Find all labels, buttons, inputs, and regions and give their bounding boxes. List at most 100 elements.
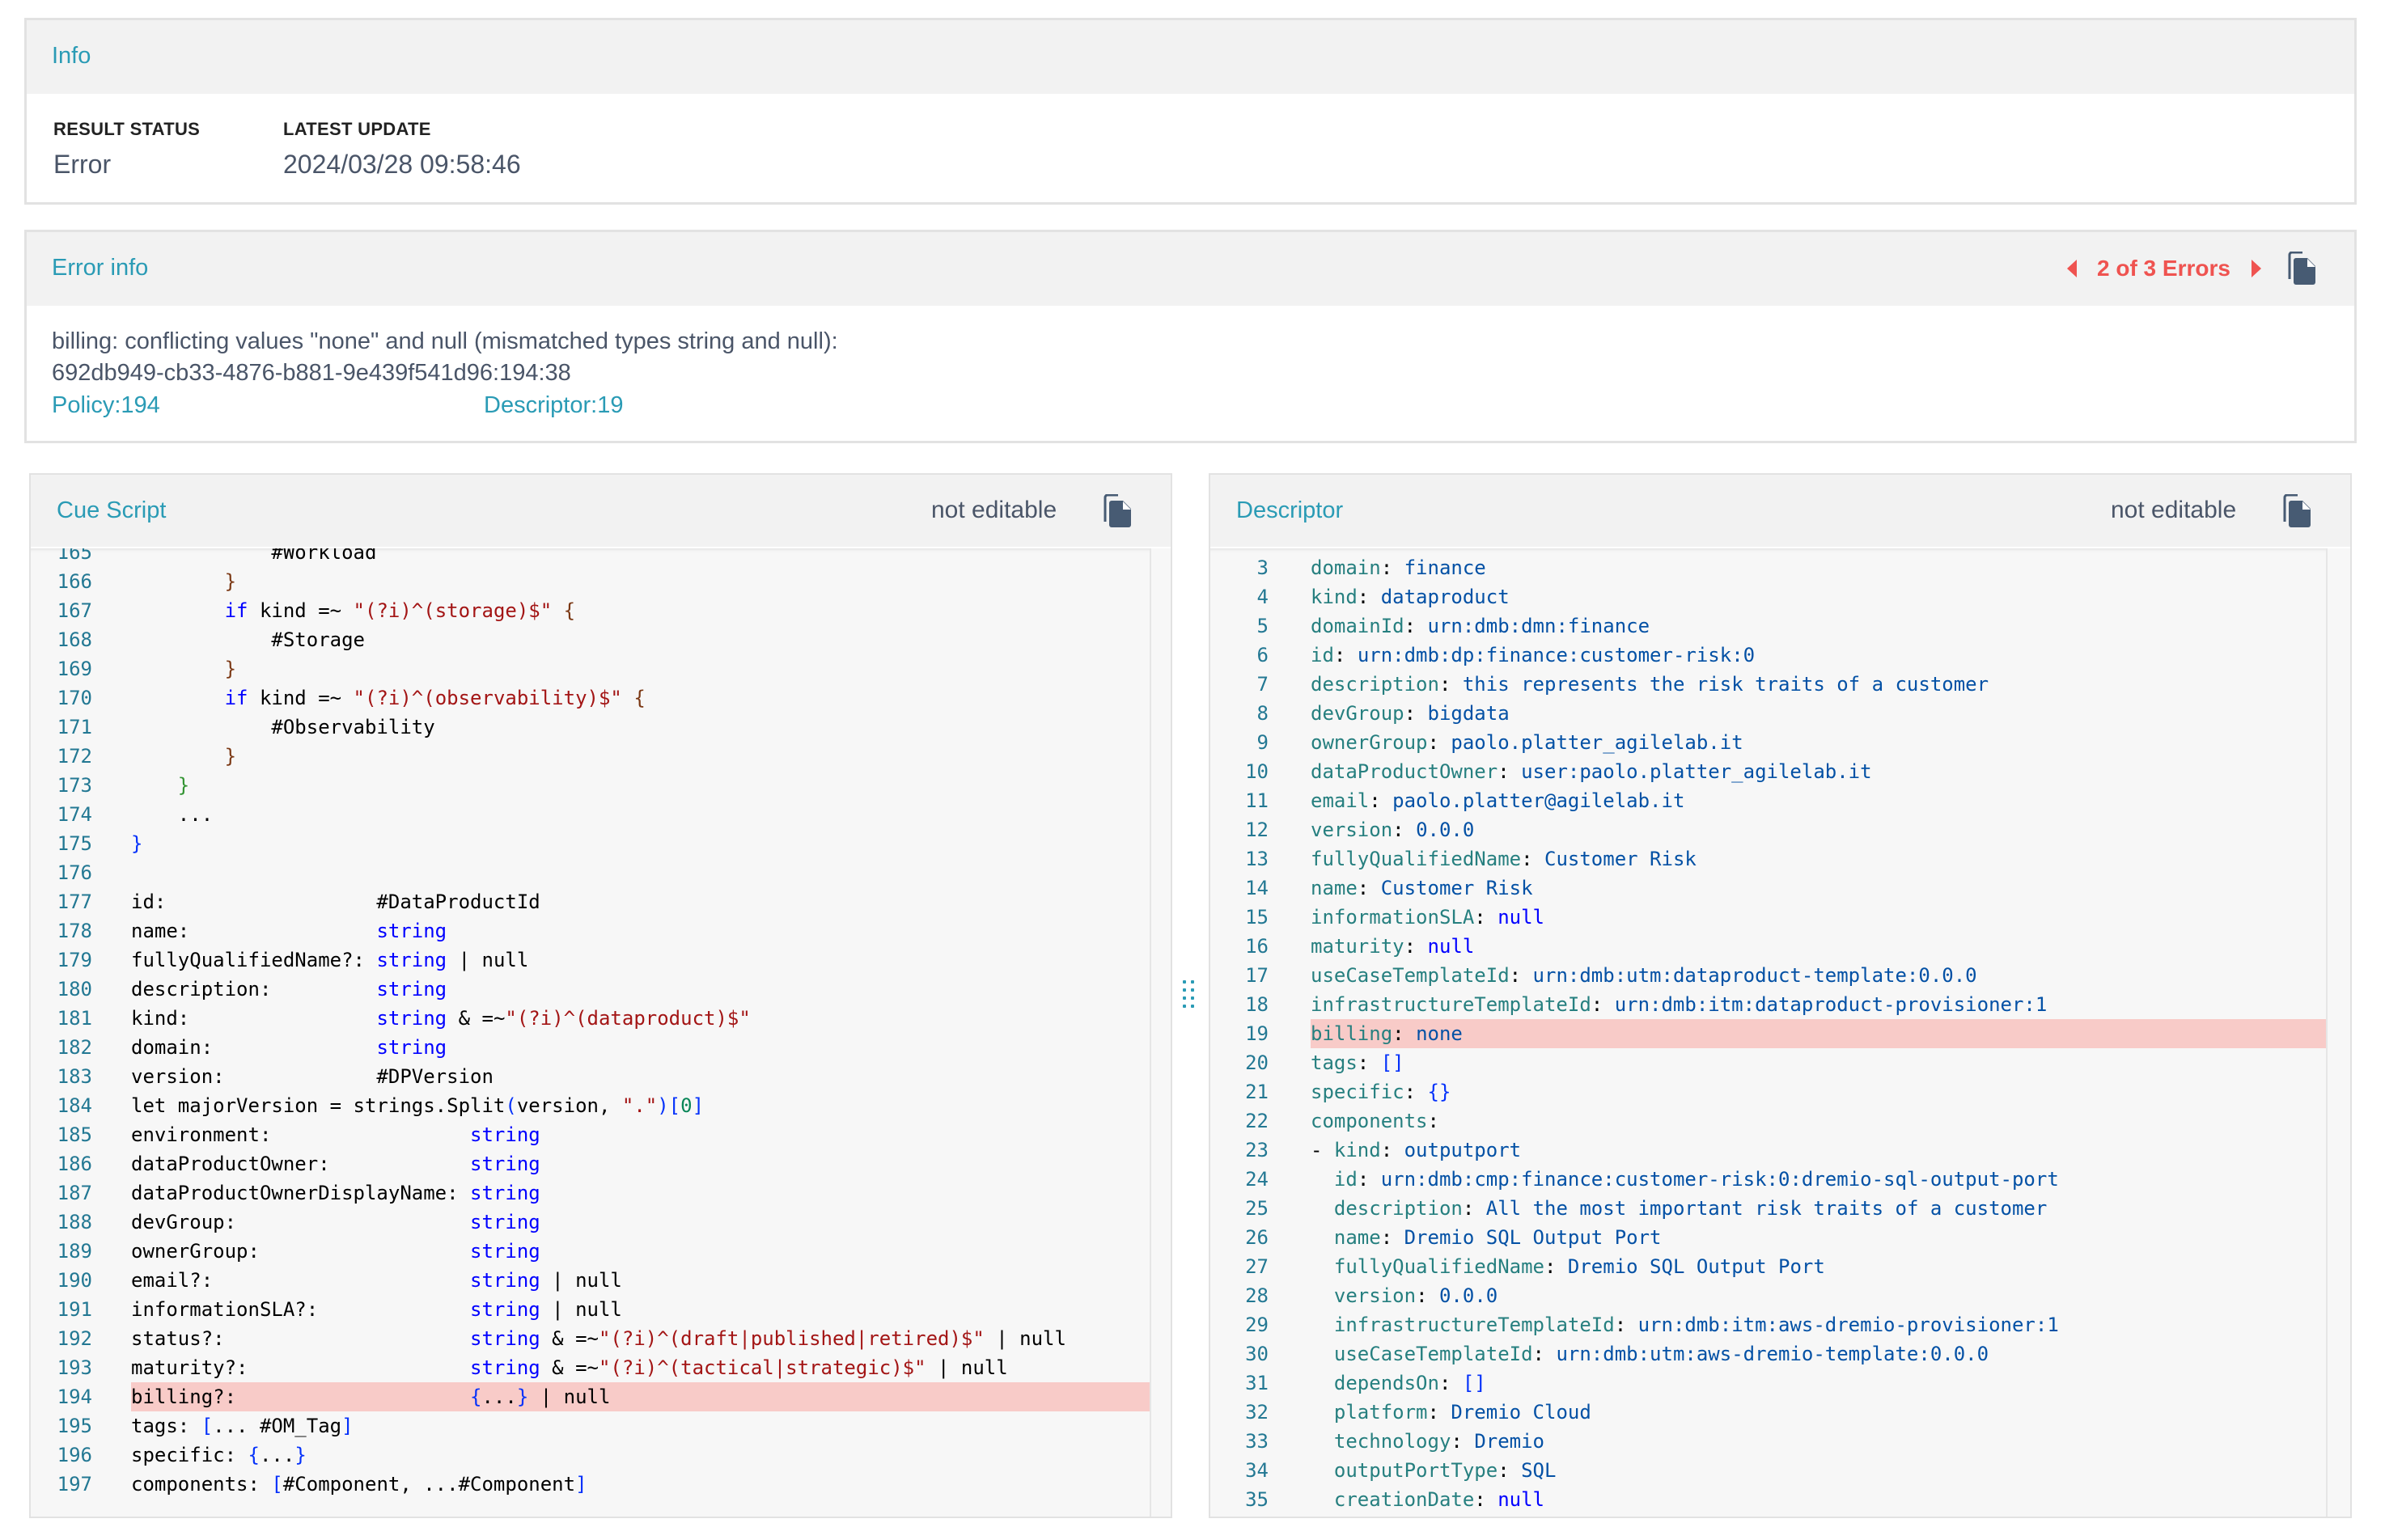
descriptor-editor[interactable]: 3 domain: finance 4 kind: dataproduct 5 domai…	[1210, 548, 2350, 1517]
code-line: 193 maturity?: string & =~"(?i)^(tactical…	[31, 1353, 1171, 1382]
info-header: Info	[27, 20, 2354, 94]
code-token: "(?i)^(dataproduct)$"	[505, 1007, 751, 1030]
code-line: 174 ...	[31, 800, 1171, 829]
code-token: #Component, ...#Component	[282, 1473, 576, 1496]
code-token	[131, 599, 225, 622]
line-number: 14	[1245, 877, 1269, 899]
code-token	[131, 774, 178, 797]
code-line: 28 version: 0.0.0	[1210, 1281, 2350, 1310]
copy-icon[interactable]	[2288, 252, 2317, 286]
code-line: 23 - kind: outputport	[1210, 1136, 2350, 1165]
error-info-header: Error info 2 of 3 Errors	[27, 232, 2354, 306]
code-token: string	[376, 949, 447, 971]
code-token	[131, 570, 225, 593]
line-number: 3	[1256, 556, 1269, 579]
error-id: 692db949-cb33-4876-b881-9e439f541d96:194…	[52, 360, 571, 386]
code-token: platform	[1333, 1401, 1428, 1424]
code-token: string	[470, 1153, 540, 1175]
copy-icon[interactable]	[2283, 494, 2312, 528]
code-token: "."	[621, 1094, 658, 1117]
line-number: 183	[57, 1065, 92, 1088]
line-code: infrastructureTemplateId: urn:dmb:itm:aw…	[1311, 1310, 2059, 1339]
code-token: dataProductOwnerDisplayName:	[131, 1182, 471, 1204]
code-token: :	[1438, 673, 1463, 696]
code-token: "(?i)^(observability)$"	[353, 687, 622, 709]
code-line: 7 description: this represents the risk t…	[1210, 670, 2350, 699]
info-title: Info	[52, 43, 91, 69]
code-token	[1311, 1343, 1334, 1365]
code-token	[131, 658, 225, 680]
line-code: kind: dataproduct	[1311, 582, 1510, 611]
code-line: 177 id: #DataProductId	[31, 887, 1171, 916]
code-token: version	[1333, 1284, 1417, 1307]
line-number: 26	[1245, 1226, 1269, 1249]
line-code: billing?: {...} | null	[131, 1382, 610, 1411]
code-token	[1311, 1372, 1334, 1394]
latest-update-label: LATEST UPDATE	[283, 119, 431, 139]
code-token: dataProductOwner	[1311, 760, 1498, 783]
line-number: 171	[57, 716, 92, 738]
line-number: 13	[1245, 848, 1269, 870]
cue-script-panel: Cue Script not editable 165 #Workload 166…	[29, 473, 1172, 1518]
code-token: name:	[131, 920, 377, 942]
code-token: environment:	[131, 1123, 471, 1146]
code-token	[552, 599, 563, 622]
code-token: null	[1427, 935, 1475, 958]
code-token: name	[1333, 1226, 1381, 1249]
caret-left-icon[interactable]	[2067, 260, 2077, 277]
line-code: domain: string	[131, 1033, 447, 1062]
code-token: []	[1380, 1051, 1404, 1074]
descriptor-link[interactable]: Descriptor:19	[484, 392, 624, 418]
code-token: outputport	[1404, 1139, 1522, 1161]
code-token: #Observability	[131, 716, 435, 738]
line-code: version: #DPVersion	[131, 1062, 494, 1091]
code-line: 24 id: urn:dmb:cmp:finance:customer-risk…	[1210, 1165, 2350, 1194]
line-number: 189	[57, 1240, 92, 1263]
code-line: 29 infrastructureTemplateId: urn:dmb:itm…	[1210, 1310, 2350, 1339]
code-token: :	[1416, 1284, 1439, 1307]
code-token: :	[1404, 1081, 1428, 1103]
code-token: & =~	[540, 1356, 599, 1379]
code-line: 188 devGroup: string	[31, 1208, 1171, 1237]
cue-script-status: not editable	[931, 497, 1057, 523]
line-number: 190	[57, 1269, 92, 1292]
code-token	[1311, 1255, 1334, 1278]
line-code: technology: Dremio	[1311, 1427, 1544, 1456]
cue-script-editor[interactable]: 165 #Workload 166 } 167 if kind =~ "(?i)^(…	[31, 548, 1171, 1517]
line-number: 177	[57, 891, 92, 913]
code-token: {	[633, 687, 646, 709]
code-token: | null	[540, 1269, 622, 1292]
error-line-highlight	[131, 1382, 1171, 1411]
code-token: }	[224, 658, 237, 680]
panel-resize-handle[interactable]	[1181, 980, 1199, 1013]
line-number: 11	[1245, 789, 1269, 812]
line-code: }	[131, 654, 236, 683]
caret-right-icon[interactable]	[2252, 260, 2261, 277]
code-token: }	[224, 745, 237, 768]
line-code: dataProductOwner: user:paolo.platter_agi…	[1311, 757, 1872, 786]
code-line: 22 components:	[1210, 1106, 2350, 1136]
line-code: ownerGroup: paolo.platter_agilelab.it	[1311, 728, 1743, 757]
line-number: 172	[57, 745, 92, 768]
code-token: kind	[1333, 1139, 1381, 1161]
policy-link[interactable]: Policy:194	[52, 392, 160, 418]
cue-script-title: Cue Script	[57, 497, 167, 523]
line-number: 168	[57, 628, 92, 651]
code-token: finance	[1404, 556, 1486, 579]
code-line: 165 #Workload	[31, 548, 1171, 567]
code-line: 20 tags: []	[1210, 1048, 2350, 1077]
code-token: urn:dmb:utm:aws-dremio-template:0.0.0	[1556, 1343, 1989, 1365]
cue-script-scrollbar[interactable]	[1150, 548, 1171, 1517]
code-line: 6 id: urn:dmb:dp:finance:customer-risk:0	[1210, 641, 2350, 670]
copy-icon[interactable]	[1104, 494, 1133, 528]
code-token: urn:dmb:dmn:finance	[1427, 615, 1650, 637]
line-code: domainId: urn:dmb:dmn:finance	[1311, 611, 1650, 641]
line-number: 25	[1245, 1197, 1269, 1220]
code-token: {	[470, 1386, 482, 1408]
code-token: "(?i)^(draft|published|retired)$"	[598, 1327, 985, 1350]
code-token: #Workload	[131, 548, 377, 564]
code-token: :	[1532, 1343, 1557, 1365]
code-token: ownerGroup:	[131, 1240, 471, 1263]
line-code: email: paolo.platter@agilelab.it	[1311, 786, 1684, 815]
descriptor-scrollbar[interactable]	[2326, 548, 2350, 1517]
